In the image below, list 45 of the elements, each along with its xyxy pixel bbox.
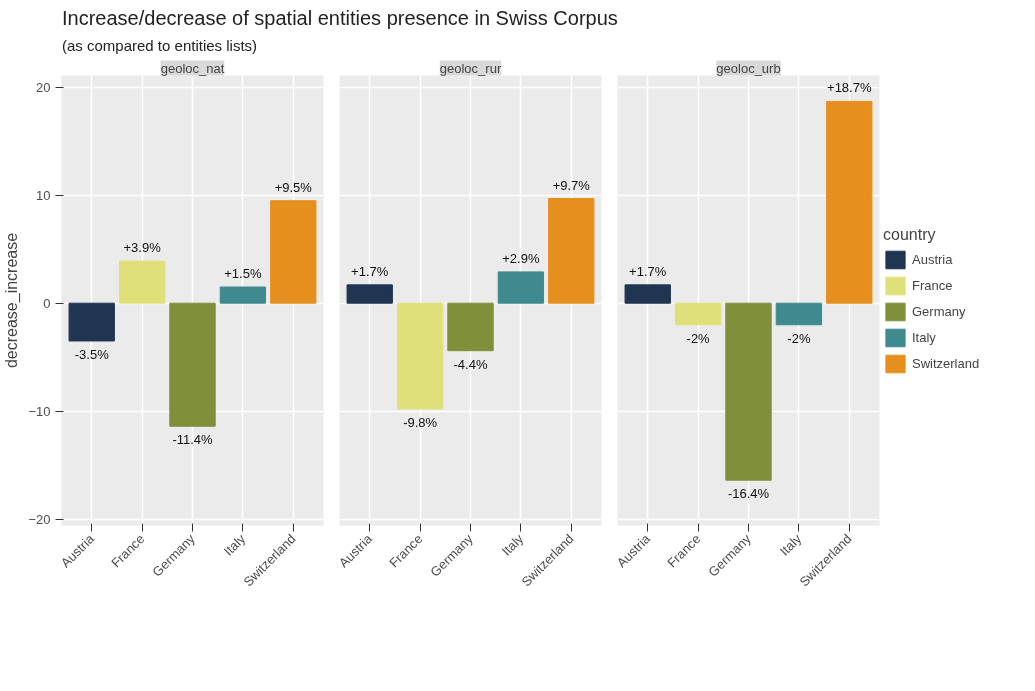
- x-tick-label: Italy: [776, 530, 805, 559]
- data-label: -3.5%: [74, 346, 110, 362]
- data-label: -16.4%: [727, 486, 770, 502]
- y-tick-label: 20: [36, 79, 51, 95]
- y-tick-label: −20: [28, 511, 51, 527]
- data-label: +1.7%: [351, 263, 389, 279]
- data-label: -2%: [686, 330, 711, 346]
- data-label: -4.4%: [453, 356, 488, 372]
- legend-label: France: [912, 277, 953, 293]
- bar: [118, 260, 166, 304]
- x-tick-label: Italy: [220, 530, 249, 559]
- bar: [497, 271, 545, 304]
- data-label: -2%: [787, 330, 811, 346]
- legend-label: Austria: [912, 251, 953, 267]
- bar: [270, 200, 317, 304]
- y-axis-title: decrease_increase: [3, 232, 22, 369]
- data-label: +9.5%: [274, 179, 313, 195]
- data-label: -11.4%: [172, 432, 214, 448]
- data-label: +2.9%: [502, 250, 540, 266]
- data-label: -9.8%: [403, 414, 438, 430]
- data-label: +9.7%: [552, 177, 591, 193]
- y-tick-label: −10: [28, 403, 51, 419]
- data-label: +1.7%: [629, 263, 667, 279]
- x-tick-label: Italy: [498, 530, 527, 559]
- data-label: +3.9%: [123, 240, 162, 256]
- legend-label: Germany: [912, 303, 966, 319]
- bar: [396, 302, 444, 410]
- legend-label: Italy: [912, 329, 936, 345]
- chart-title: geoloc_nat: [160, 60, 225, 76]
- y-tick-label: 0: [43, 295, 51, 311]
- text: Increase/decrease of spatial entities presence in Swiss Corpus: [62, 6, 618, 31]
- bar: [447, 302, 494, 352]
- bar: [169, 302, 216, 427]
- y-tick-label: 10: [36, 187, 51, 203]
- text: (as compared to entities lists): [62, 35, 258, 56]
- chart-title: geoloc_rur: [439, 60, 502, 76]
- bar: [346, 284, 393, 304]
- legend-title: country: [883, 225, 937, 244]
- data-label: +18.7%: [827, 80, 872, 96]
- data-label: +1.5%: [224, 266, 262, 281]
- bar: [68, 302, 115, 342]
- legend-label: Switzerland: [912, 355, 980, 371]
- chart-title: geoloc_urb: [716, 60, 781, 76]
- bar: [219, 286, 267, 304]
- bar: [548, 198, 595, 304]
